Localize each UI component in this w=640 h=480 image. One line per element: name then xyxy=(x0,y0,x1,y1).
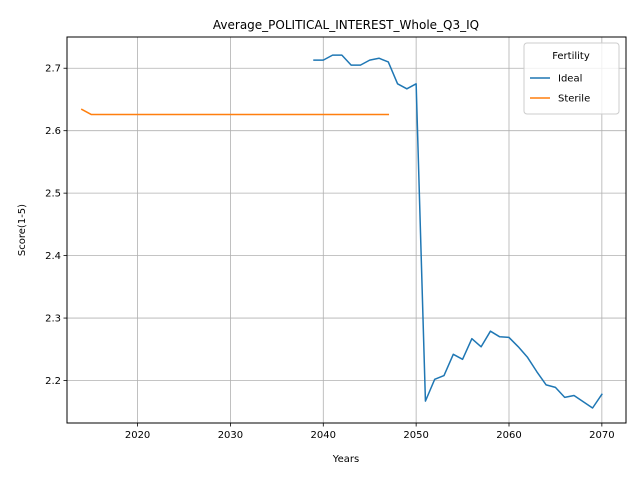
legend-label-sterile: Sterile xyxy=(558,94,590,105)
legend-box xyxy=(523,42,620,115)
series-layer xyxy=(80,54,603,409)
y-axis-ticks: 2.2 2.3 2.4 2.5 2.6 2.7 xyxy=(45,64,67,387)
legend: Fertility Ideal Sterile xyxy=(523,42,620,115)
legend-items: Ideal Sterile xyxy=(530,74,590,105)
y-tick-label: 2.6 xyxy=(45,126,61,137)
series-line-sterile xyxy=(80,108,390,116)
chart-title: Average_POLITICAL_INTEREST_Whole_Q3_IQ xyxy=(213,18,479,32)
x-tick-label: 2070 xyxy=(589,430,614,441)
y-tick-label: 2.3 xyxy=(45,314,61,325)
plot-frame xyxy=(66,36,627,424)
x-axis-label: Years xyxy=(332,454,359,465)
y-tick-label: 2.7 xyxy=(45,64,61,75)
x-tick-label: 2050 xyxy=(403,430,428,441)
y-tick-label: 2.4 xyxy=(45,251,61,262)
y-tick-label: 2.5 xyxy=(45,189,61,200)
x-tick-label: 2020 xyxy=(125,430,150,441)
x-tick-label: 2030 xyxy=(218,430,243,441)
grid-lines xyxy=(67,37,626,423)
legend-label-ideal: Ideal xyxy=(558,74,582,85)
x-tick-label: 2060 xyxy=(496,430,521,441)
legend-title: Fertility xyxy=(552,51,590,62)
x-axis-ticks: 2020 2030 2040 2050 2060 2070 xyxy=(125,423,615,441)
x-tick-label: 2040 xyxy=(311,430,336,441)
series-line-ideal xyxy=(313,54,603,409)
y-tick-label: 2.2 xyxy=(45,376,61,387)
y-axis-label: Score(1-5) xyxy=(17,204,28,256)
